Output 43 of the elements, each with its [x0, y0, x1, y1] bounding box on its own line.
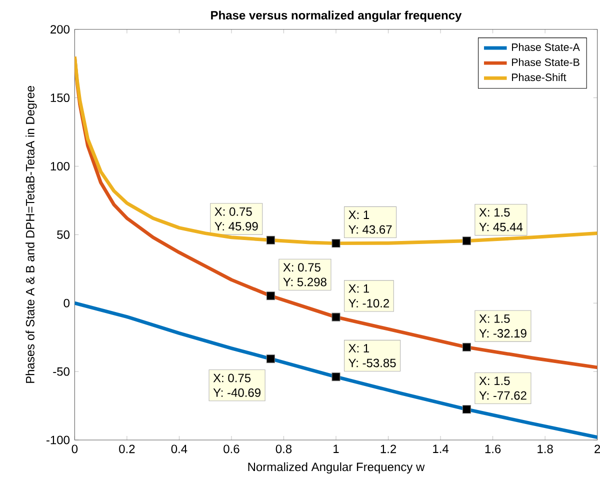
x-tick-label: 1.4	[433, 444, 449, 453]
annotation: X: 1	[348, 284, 370, 293]
annotation: X: 0.75	[213, 374, 251, 382]
x-tick-label: 1.8	[538, 444, 553, 454]
annotation: X: 1	[348, 210, 370, 219]
x-axis-title: Normalized Angular Frequency w	[248, 462, 425, 474]
legend-label: Phase State-A	[512, 43, 580, 51]
x-tick-label: 0	[72, 444, 78, 454]
chart-title: Phase versus normalized angular frequency	[211, 10, 462, 22]
y-tick-label: 50	[57, 230, 70, 239]
annotation: Y: -53.85	[348, 358, 396, 368]
annotation: Y: -10.2	[348, 298, 390, 308]
y-tick-label: 0	[64, 298, 70, 308]
y-tick-label: -100	[46, 436, 70, 444]
annotation: X: 1	[348, 344, 370, 352]
annotation: Y: -32.19	[479, 329, 526, 338]
x-tick-label: 0.4	[171, 444, 188, 454]
y-tick-label: 200	[50, 25, 70, 34]
y-axis-title: Phases of State A & B and DPH=TetaB-TetaA in Degree	[26, 86, 37, 383]
line-series	[74, 301, 598, 439]
annotation: X: 0.75	[214, 207, 252, 216]
y-tick-label: -50	[53, 367, 70, 376]
annotation: Y: 45.44	[479, 222, 523, 232]
annotation: X: 1.5	[479, 208, 510, 217]
legend-label: Phase State-B	[512, 58, 580, 66]
x-tick-label: 2	[594, 444, 600, 454]
x-tick-label: 0.6	[224, 444, 240, 454]
annotation: Y: 45.99	[214, 222, 258, 231]
x-tick-label: 0.8	[276, 444, 292, 454]
legend-label: Phase-Shift	[512, 73, 566, 82]
annotation: X: 1.5	[479, 376, 510, 386]
annotation: Y: -40.69	[213, 388, 260, 397]
annotation: X: 0.75	[283, 263, 320, 272]
x-tick-label: 0.2	[119, 444, 135, 454]
annotation: X: 1.5	[479, 314, 510, 323]
x-tick-label: 1.2	[380, 444, 396, 454]
annotation: Y: -77.62	[479, 391, 526, 400]
y-tick-label: 150	[50, 94, 70, 102]
y-tick-label: 100	[50, 162, 70, 170]
annotation: Y: 5.298	[283, 278, 326, 286]
x-tick-label: 1	[334, 444, 339, 453]
x-tick-label: 1.6	[485, 444, 501, 454]
annotation: Y: 43.67	[348, 225, 392, 234]
